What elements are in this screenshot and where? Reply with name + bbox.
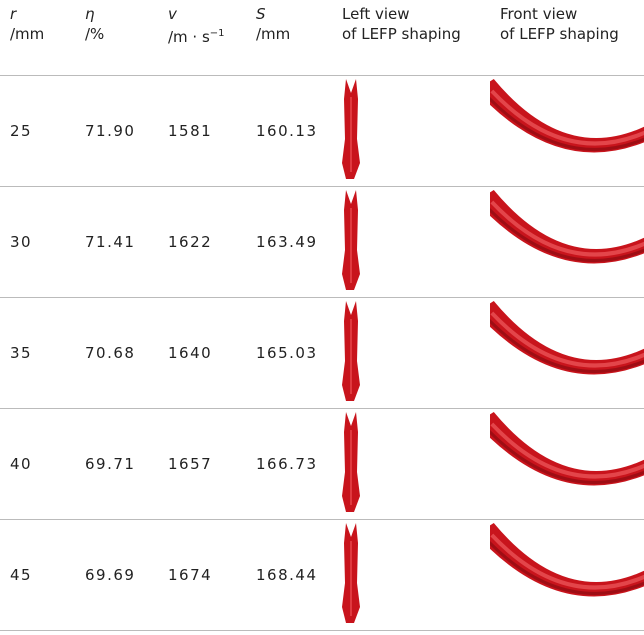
page: r/mmη/%v/m · s−1S/mmLeft viewof LEFP sha… bbox=[0, 0, 644, 635]
front-view-cell bbox=[490, 187, 644, 298]
cell: 166.73 bbox=[246, 409, 332, 520]
cell: 1674 bbox=[158, 520, 246, 631]
cell: 160.13 bbox=[246, 76, 332, 187]
cell: 25 bbox=[0, 76, 75, 187]
front-view-cell bbox=[490, 520, 644, 631]
cell: 1640 bbox=[158, 298, 246, 409]
cell: 1581 bbox=[158, 76, 246, 187]
left-view-cell bbox=[332, 409, 490, 520]
header-line: Left view bbox=[342, 4, 490, 24]
front-view-shape bbox=[490, 521, 644, 625]
header-unit: /m · s bbox=[168, 28, 210, 46]
header-symbol: r bbox=[10, 4, 75, 24]
header-line: of LEFP shaping bbox=[500, 24, 644, 44]
header-symbol: v bbox=[168, 4, 246, 24]
cell: 45 bbox=[0, 520, 75, 631]
header-unit: /% bbox=[85, 25, 104, 43]
cell: 168.44 bbox=[246, 520, 332, 631]
cell: 30 bbox=[0, 187, 75, 298]
header-line: of LEFP shaping bbox=[342, 24, 490, 44]
left-view-shape bbox=[332, 77, 372, 181]
cell: 69.71 bbox=[75, 409, 158, 520]
header-unit: /mm bbox=[10, 25, 44, 43]
left-view-cell bbox=[332, 187, 490, 298]
header-line: Front view bbox=[500, 4, 644, 24]
left-view-cell bbox=[332, 76, 490, 187]
column-header: S/mm bbox=[246, 0, 332, 76]
cell: 165.03 bbox=[246, 298, 332, 409]
left-view-shape bbox=[332, 521, 372, 625]
front-view-shape bbox=[490, 188, 644, 292]
front-view-cell bbox=[490, 76, 644, 187]
results-table: r/mmη/%v/m · s−1S/mmLeft viewof LEFP sha… bbox=[0, 0, 644, 631]
front-view-shape bbox=[490, 410, 644, 514]
front-view-shape bbox=[490, 299, 644, 403]
header-unit-sup: −1 bbox=[210, 28, 225, 39]
cell: 70.68 bbox=[75, 298, 158, 409]
column-header: v/m · s−1 bbox=[158, 0, 246, 76]
cell: 35 bbox=[0, 298, 75, 409]
column-header: η/% bbox=[75, 0, 158, 76]
left-view-shape bbox=[332, 410, 372, 514]
front-view-cell bbox=[490, 298, 644, 409]
left-view-cell bbox=[332, 298, 490, 409]
header-symbol: η bbox=[85, 4, 158, 24]
left-view-shape bbox=[332, 188, 372, 292]
cell: 1657 bbox=[158, 409, 246, 520]
cell: 40 bbox=[0, 409, 75, 520]
front-view-shape bbox=[490, 77, 644, 181]
cell: 163.49 bbox=[246, 187, 332, 298]
front-view-cell bbox=[490, 409, 644, 520]
left-view-shape bbox=[332, 299, 372, 403]
left-view-cell bbox=[332, 520, 490, 631]
header-symbol: S bbox=[256, 4, 332, 24]
header-unit: /mm bbox=[256, 25, 290, 43]
cell: 69.69 bbox=[75, 520, 158, 631]
column-header: r/mm bbox=[0, 0, 75, 76]
cell: 71.41 bbox=[75, 187, 158, 298]
cell: 1622 bbox=[158, 187, 246, 298]
cell: 71.90 bbox=[75, 76, 158, 187]
